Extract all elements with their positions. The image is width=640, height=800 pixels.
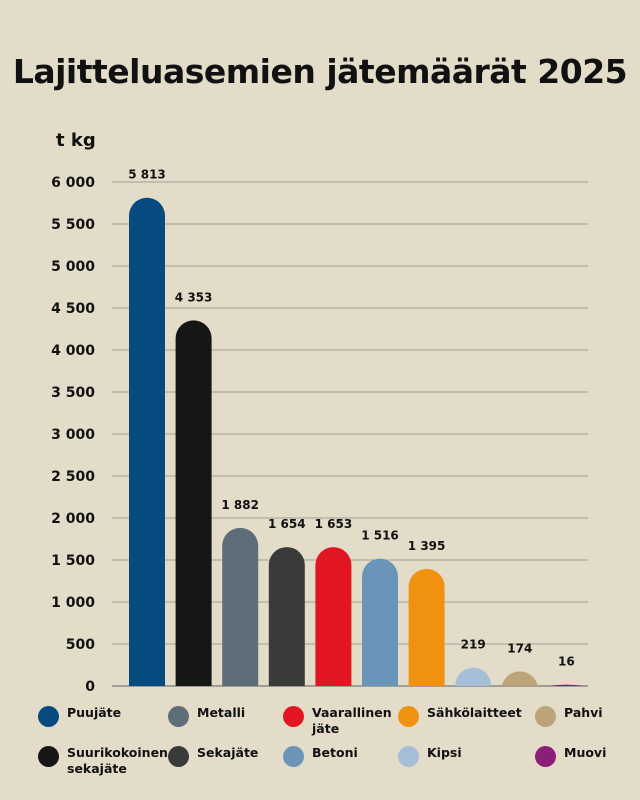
legend-label: Kipsi [427,745,462,760]
legend-label: Betoni [312,745,358,760]
y-tick-label: 2 500 [51,469,95,485]
data-label: 174 [507,641,532,655]
y-tick-label: 500 [66,637,95,653]
bar-puujäte [129,197,165,686]
data-label: 1 882 [221,498,259,512]
legend-swatch [535,706,556,727]
legend-item: Sekajäte [168,745,277,767]
bar-vaarallinen-jäte [315,547,352,686]
legend-item: Puujäte [38,705,147,727]
legend-swatch [168,746,189,767]
legend-swatch [38,706,59,727]
y-tick-label: 5 500 [51,217,95,233]
legend-swatch [283,746,304,767]
legend-label: Muovi [564,745,607,760]
bar-sekajäte [268,547,305,686]
legend-swatch [283,706,304,727]
legend-item: Suurikokoinen sekajäte [38,745,168,777]
legend-swatch [168,706,189,727]
legend-swatch [398,746,419,767]
bar-sähkölaitteet [408,568,445,686]
bar-kipsi [455,667,492,686]
legend-label: Sähkölaitteet [427,705,522,720]
data-label: 1 654 [268,517,306,531]
data-label: 1 395 [408,539,446,553]
legend-item: Vaarallinen jäte [283,705,392,737]
legend-label: Suurikokoinen sekajäte [67,745,168,776]
legend-item: Muovi [535,745,640,767]
chart-title: Lajitteluasemien jätemäärät 2025 [12,52,628,91]
legend-item: Betoni [283,745,392,767]
data-label: 219 [461,638,486,652]
legend-item: Metalli [168,705,277,727]
bar-chart: 0 500 1 000 1 500 2 000 2 500 3 000 3 500 4 000 4… [51,168,588,695]
legend-item: Sähkölaitteet [398,705,522,727]
legend-swatch [535,746,556,767]
legend-item: Kipsi [398,745,507,767]
bar-suurikokoinen-sekajäte [175,320,212,686]
bar-metalli [222,527,259,686]
y-tick-label: 0 [85,679,95,695]
data-label: 5 813 [128,168,166,182]
data-label: 16 [558,655,575,669]
bar-betoni [362,558,398,686]
legend-swatch [38,746,59,767]
legend-label: Vaarallinen jäte [312,705,392,736]
legend-label: Puujäte [67,705,122,720]
data-label: 4 353 [175,290,213,304]
y-tick-label: 4 000 [51,343,95,359]
y-tick-label: 1 000 [51,595,95,611]
y-tick-label: 3 500 [51,385,95,401]
y-axis-unit-label: t kg [56,130,96,151]
legend-label: Sekajäte [197,745,259,760]
data-label: 1 653 [315,517,353,531]
chart-legend: Puujäte Metalli Vaarallinen jäte Sähkölaitt… [38,705,618,795]
legend-label: Metalli [197,705,246,720]
legend-item: Pahvi [535,705,640,727]
data-label: 1 516 [361,529,399,543]
bar-pahvi [501,671,538,686]
bar-muovi [548,684,585,686]
y-tick-label: 6 000 [51,175,95,191]
y-tick-label: 3 000 [51,427,95,443]
y-tick-label: 1 500 [51,553,95,569]
y-tick-label: 4 500 [51,301,95,317]
y-tick-label: 2 000 [51,511,95,527]
y-tick-label: 5 000 [51,259,95,275]
legend-swatch [398,706,419,727]
legend-label: Pahvi [564,705,603,720]
